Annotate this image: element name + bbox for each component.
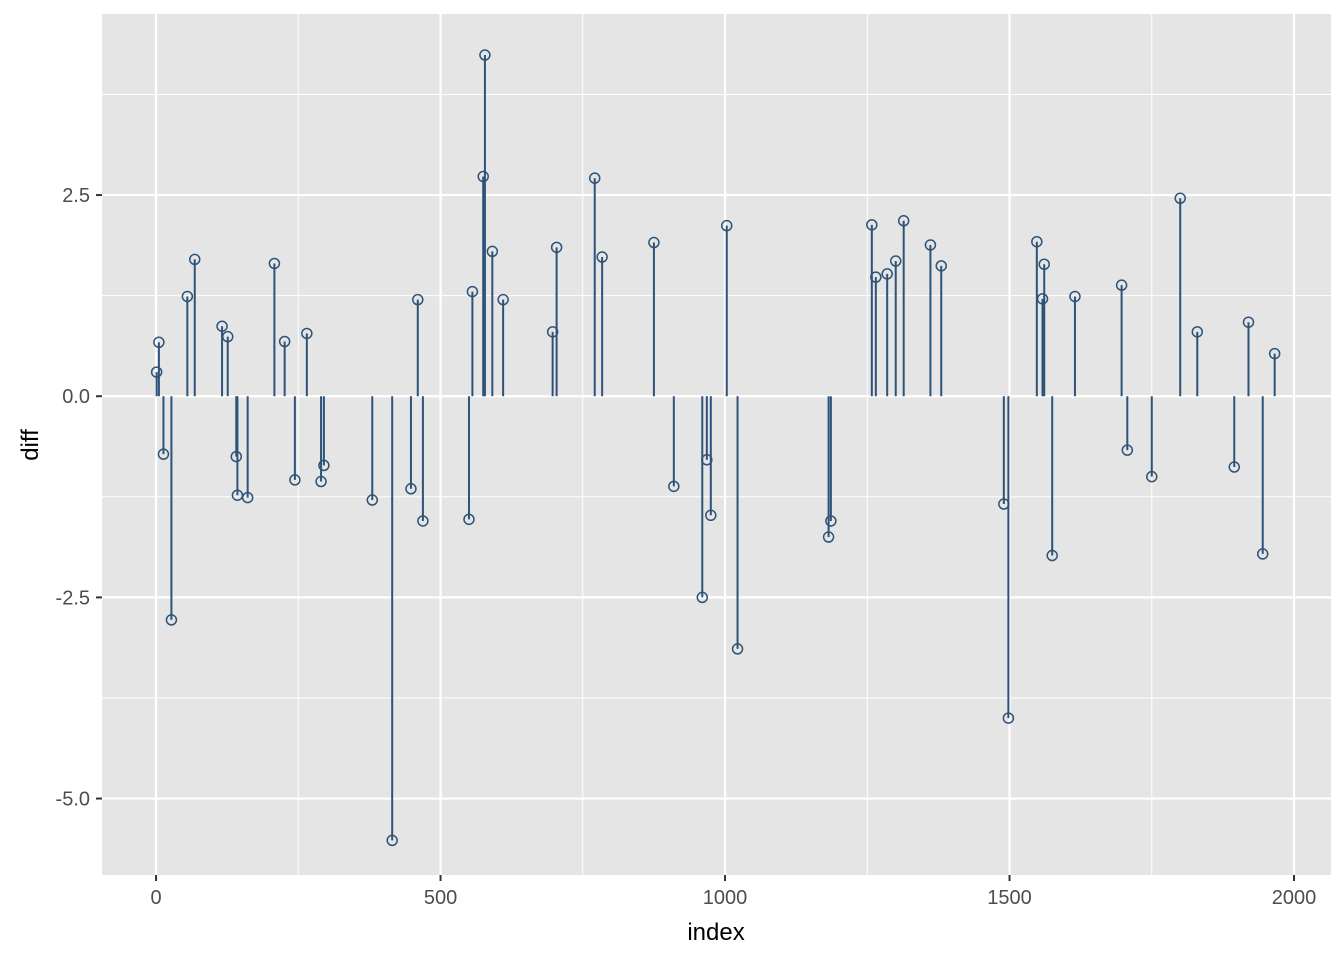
data-point: [731, 643, 744, 655]
series-diff: [150, 49, 1281, 847]
data-point: [1038, 258, 1050, 271]
data-point: [696, 591, 709, 604]
data-point: [417, 515, 429, 527]
data-point: [924, 239, 937, 251]
x-tick-label: 2000: [1272, 887, 1317, 909]
data-point: [881, 268, 893, 280]
data-point: [720, 219, 733, 232]
data-point: [463, 513, 475, 526]
data-point: [477, 170, 489, 183]
y-tick-label: -5.0: [56, 789, 90, 811]
data-point: [935, 260, 947, 272]
data-point: [1256, 548, 1269, 560]
data-point: [315, 475, 327, 488]
data-point: [497, 293, 509, 306]
data-point: [1069, 290, 1081, 303]
data-point: [1036, 293, 1049, 305]
x-tick-label: 1500: [987, 887, 1032, 909]
grid-major: [102, 14, 1331, 875]
data-point: [1031, 235, 1043, 248]
y-axis-title: diff: [17, 429, 44, 461]
data-point: [1046, 549, 1058, 562]
data-point: [278, 335, 291, 348]
data-point: [596, 251, 608, 263]
grid-minor: [102, 14, 1331, 875]
data-point: [486, 245, 499, 258]
data-point: [897, 215, 910, 227]
data-point: [870, 271, 882, 283]
data-point: [701, 454, 713, 466]
data-point: [230, 450, 243, 463]
data-point: [366, 494, 379, 506]
data-point: [466, 285, 479, 298]
data-point: [412, 293, 424, 306]
y-tick-label: 0.0: [62, 386, 90, 408]
data-point: [1174, 192, 1186, 205]
data-point: [1228, 461, 1241, 473]
y-tick-label: 2.5: [62, 185, 90, 207]
data-point: [153, 336, 165, 349]
data-point: [889, 255, 902, 267]
data-point: [825, 515, 837, 527]
data-point: [216, 320, 228, 332]
data-point: [668, 480, 680, 493]
data-point: [1268, 347, 1281, 360]
data-point: [866, 219, 878, 231]
data-point: [998, 498, 1010, 510]
data-point: [150, 366, 163, 378]
data-point: [648, 236, 660, 249]
data-point: [301, 327, 313, 340]
data-point: [289, 474, 301, 486]
data-point: [1242, 316, 1255, 328]
panel-background: [102, 14, 1331, 875]
x-tick-label: 1000: [703, 887, 748, 909]
y-axis-ticks: -5.0 -2.5 0.0 2.5: [56, 185, 102, 811]
data-point: [588, 172, 601, 184]
data-point: [157, 448, 170, 460]
data-point: [231, 489, 244, 501]
data-point: [188, 253, 201, 266]
data-point: [268, 257, 281, 270]
data-point: [165, 614, 178, 626]
data-point: [181, 290, 194, 303]
y-tick-label: -2.5: [56, 587, 90, 609]
data-point: [546, 326, 559, 338]
data-point: [1146, 470, 1158, 483]
data-point: [241, 491, 254, 504]
data-point: [1121, 444, 1134, 456]
data-point: [405, 483, 417, 495]
data-point: [1115, 279, 1128, 291]
x-tick-label: 0: [150, 887, 161, 909]
x-axis-title: index: [687, 919, 744, 946]
data-point: [479, 49, 491, 61]
data-point: [822, 531, 835, 543]
data-point: [1002, 712, 1015, 724]
data-point: [1191, 326, 1204, 338]
data-point: [386, 834, 398, 847]
data-point: [550, 241, 563, 254]
x-tick-label: 500: [424, 887, 457, 909]
x-axis-ticks: 0 500 1000 1500 2000: [150, 875, 1316, 909]
data-point: [318, 459, 330, 472]
data-point: [705, 509, 717, 522]
data-point: [221, 330, 234, 343]
